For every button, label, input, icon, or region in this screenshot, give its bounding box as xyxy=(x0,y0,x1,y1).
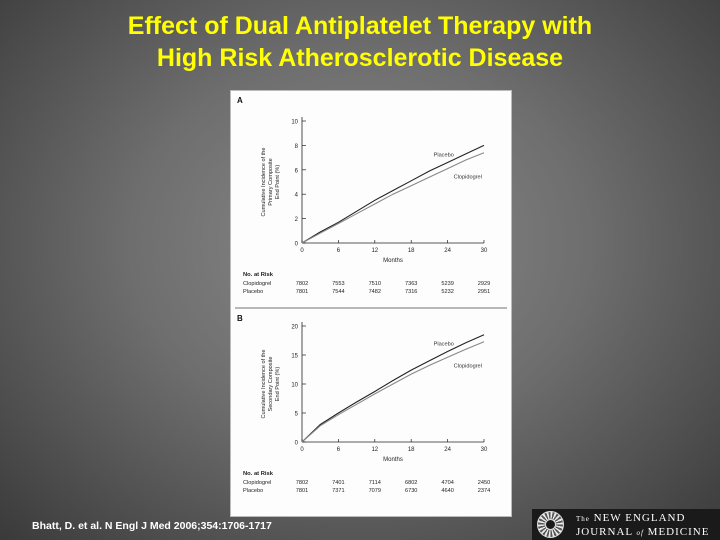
x-tick-label: 18 xyxy=(408,447,415,453)
y-tick-label: 6 xyxy=(295,168,299,174)
y-tick-label: 10 xyxy=(291,120,298,126)
slide-title: Effect of Dual Antiplatelet Therapy with… xyxy=(0,10,720,74)
x-tick-label: 6 xyxy=(337,447,341,453)
at-risk-value: 7801 xyxy=(296,488,308,494)
x-axis-label: Months xyxy=(383,258,403,264)
at-risk-value: 6730 xyxy=(405,488,417,494)
logo-line-1: The NEW ENGLAND xyxy=(576,512,685,524)
at-risk-value: 5232 xyxy=(441,289,453,295)
series-line-clopidogrel xyxy=(301,152,485,244)
at-risk-header: No. at Risk xyxy=(243,272,274,278)
at-risk-value: 5239 xyxy=(441,281,453,287)
y-tick-label: 5 xyxy=(295,412,299,418)
x-tick-label: 24 xyxy=(444,447,451,453)
at-risk-value: 2374 xyxy=(478,488,490,494)
y-tick-label: 20 xyxy=(291,325,298,331)
at-risk-value: 7316 xyxy=(405,289,417,295)
y-axis-label-line: Cumulative Incidence of the xyxy=(261,349,267,418)
at-risk-value: 7079 xyxy=(369,488,381,494)
y-axis-label-line: Primary Composite xyxy=(268,158,274,206)
at-risk-value: 4704 xyxy=(441,480,453,486)
at-risk-value: 7553 xyxy=(332,281,344,287)
x-tick-label: 18 xyxy=(408,248,415,254)
y-axis-label-line: End Point (%) xyxy=(275,165,281,200)
y-tick-label: 0 xyxy=(295,242,299,248)
x-tick-label: 0 xyxy=(300,248,304,254)
logo-medicine: MEDICINE xyxy=(647,526,710,538)
at-risk-value: 7802 xyxy=(296,281,308,287)
series-label-placebo: Placebo xyxy=(434,152,454,158)
y-axis-label-line: End Point (%) xyxy=(275,367,281,402)
y-tick-label: 8 xyxy=(295,144,299,150)
x-tick-label: 24 xyxy=(444,248,451,254)
y-tick-label: 15 xyxy=(291,354,298,360)
at-risk-row-label: Clopidogrel xyxy=(243,480,271,486)
title-line-1: Effect of Dual Antiplatelet Therapy with xyxy=(127,12,593,40)
series-label-clopidogrel: Clopidogrel xyxy=(454,175,482,181)
y-tick-label: 4 xyxy=(295,193,299,199)
y-tick-label: 10 xyxy=(291,383,298,389)
at-risk-value: 7510 xyxy=(369,281,381,287)
x-tick-label: 30 xyxy=(481,447,488,453)
at-risk-value: 2929 xyxy=(478,281,490,287)
at-risk-value: 2951 xyxy=(478,289,490,295)
at-risk-row-label: Placebo xyxy=(243,488,263,494)
series-label-clopidogrel: Clopidogrel xyxy=(454,363,482,369)
y-tick-label: 2 xyxy=(295,217,299,223)
at-risk-value: 7544 xyxy=(332,289,344,295)
logo-of: of xyxy=(636,529,644,537)
at-risk-value: 7371 xyxy=(332,488,344,494)
nejm-logo: The NEW ENGLAND JOURNAL of MEDICINE xyxy=(532,509,720,540)
kaplan-meier-figure: A 0 2 4 6 8 10 0 6 12 18 24 30 Months Cumulative Incid… xyxy=(230,90,512,517)
logo-journal: JOURNAL xyxy=(576,526,633,538)
at-risk-value: 7801 xyxy=(296,289,308,295)
at-risk-value: 2450 xyxy=(478,480,490,486)
logo-new-england: NEW ENGLAND xyxy=(593,512,686,524)
citation: Bhatt, D. et al. N Engl J Med 2006;354:1… xyxy=(32,520,272,532)
at-risk-value: 7802 xyxy=(296,480,308,486)
x-tick-label: 12 xyxy=(371,447,378,453)
series-line-placebo xyxy=(301,334,485,443)
x-tick-label: 12 xyxy=(371,248,378,254)
at-risk-value: 7482 xyxy=(369,289,381,295)
title-line-2: High Risk Atherosclerotic Disease xyxy=(156,44,564,72)
at-risk-value: 7114 xyxy=(369,480,381,486)
series-line-clopidogrel xyxy=(301,341,485,443)
at-risk-value: 4640 xyxy=(441,488,453,494)
logo-line-2: JOURNAL of MEDICINE xyxy=(576,526,709,538)
at-risk-header: No. at Risk xyxy=(243,471,274,477)
series-line-placebo xyxy=(301,144,485,244)
panel-label: B xyxy=(237,314,243,323)
at-risk-value: 6802 xyxy=(405,480,417,486)
y-tick-label: 0 xyxy=(295,441,299,447)
x-axis-label: Months xyxy=(383,457,403,463)
logo-the: The xyxy=(576,515,590,523)
x-tick-label: 30 xyxy=(481,248,488,254)
at-risk-value: 7363 xyxy=(405,281,417,287)
journal-seal-icon xyxy=(537,511,564,538)
x-tick-label: 6 xyxy=(337,248,341,254)
at-risk-value: 7401 xyxy=(332,480,344,486)
panel-label: A xyxy=(237,96,243,105)
y-axis-label-line: Secondary Composite xyxy=(268,356,274,411)
y-axis-label-line: Cumulative Incidence of the xyxy=(261,147,267,216)
series-label-placebo: Placebo xyxy=(434,342,454,348)
at-risk-row-label: Clopidogrel xyxy=(243,281,271,287)
x-tick-label: 0 xyxy=(300,447,304,453)
at-risk-row-label: Placebo xyxy=(243,289,263,295)
